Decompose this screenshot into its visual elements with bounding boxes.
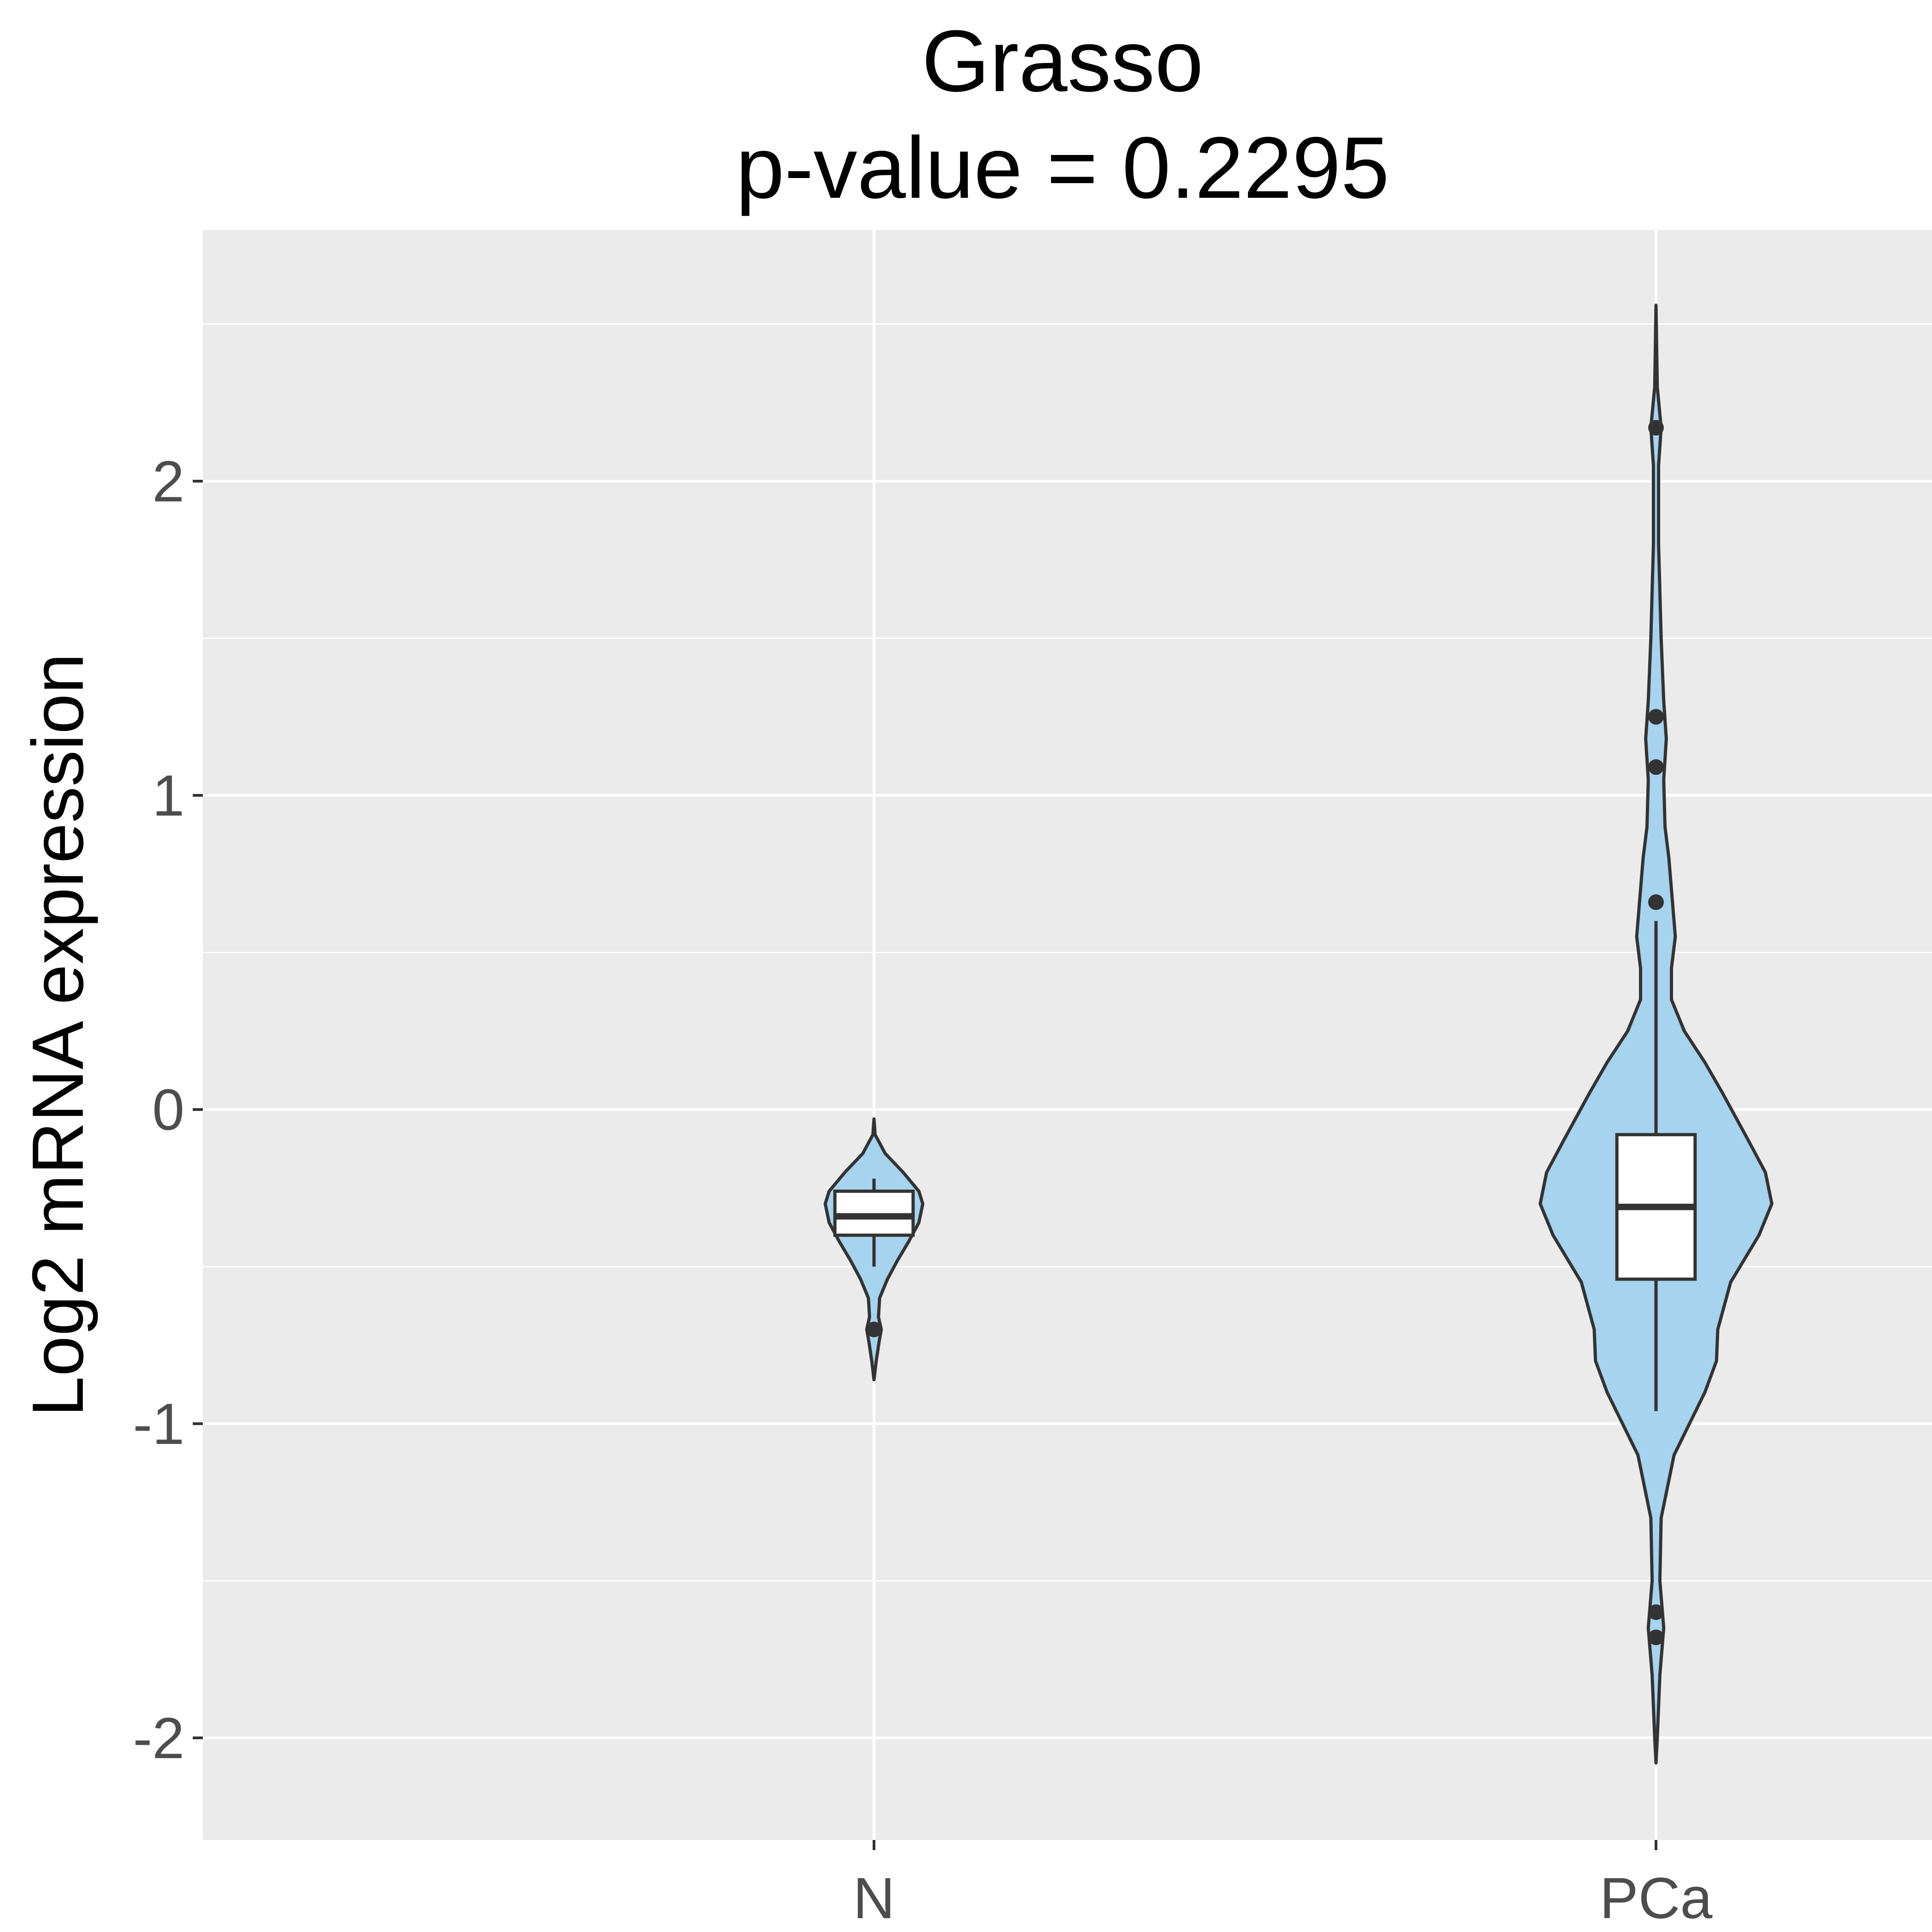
y-tick-label: -2 [133, 1706, 184, 1771]
chart-subtitle: p-value = 0.2295 [736, 119, 1390, 217]
y-tick-label: 2 [152, 449, 184, 514]
violins [823, 304, 1774, 1765]
y-axis-title: Log2 mRNA expression [17, 653, 98, 1417]
outlier-point-PCa [1648, 1604, 1664, 1620]
y-tick-label: 1 [152, 763, 184, 828]
outlier-point-PCa [1648, 759, 1664, 775]
outlier-point-PCa [1648, 709, 1664, 725]
outlier-point-PCa [1648, 894, 1664, 910]
outlier-point-PCa [1648, 1629, 1664, 1645]
x-tick-label-N: N [853, 1866, 895, 1931]
grid-lines [203, 230, 1932, 1840]
axes: 2 1 0 -1 -2 N PCa [133, 449, 1713, 1931]
outlier-point-N [866, 1322, 882, 1338]
chart-title: Grasso [922, 12, 1203, 110]
y-tick-label: -1 [133, 1392, 184, 1456]
outlier-point-PCa [1648, 420, 1664, 436]
x-tick-label-PCa: PCa [1599, 1866, 1713, 1931]
y-tick-label: 0 [152, 1077, 184, 1142]
